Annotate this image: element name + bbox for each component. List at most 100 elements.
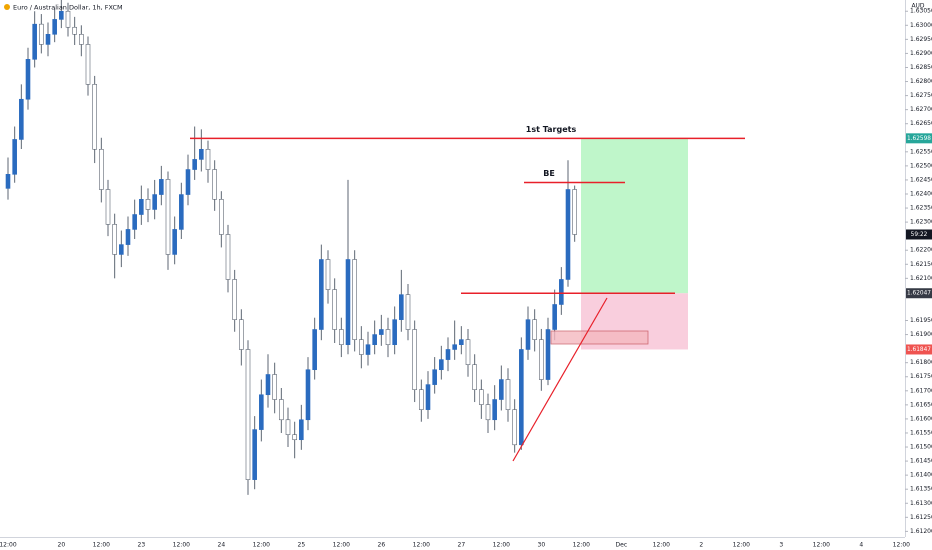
- x-tick-label: 12:00: [413, 542, 430, 549]
- candle-body: [412, 329, 417, 390]
- y-tick-label: 1.61550: [910, 429, 932, 436]
- candle-body: [325, 259, 331, 290]
- candle-body: [165, 179, 171, 255]
- candle-body: [212, 169, 217, 200]
- candle-body: [459, 339, 464, 345]
- candle-body: [452, 344, 457, 350]
- candle-body: [139, 199, 144, 215]
- candle-body: [532, 319, 537, 340]
- chart-title: Euro / Australian Dollar, 1h, FXCM: [13, 4, 123, 12]
- x-tick-label: 26: [378, 542, 386, 549]
- y-tick-label: 1.62300: [910, 219, 932, 226]
- axes: 1.63050 1.63000 1.62950 1.62900 1.62850 1.628…: [0, 8, 932, 549]
- candle-body: [379, 329, 384, 335]
- candle-body: [119, 244, 124, 255]
- candle-body: [312, 329, 317, 371]
- symbol-icon: [4, 4, 10, 10]
- candle-body: [512, 409, 517, 446]
- candle-body: [185, 169, 191, 195]
- candle-body: [225, 234, 231, 280]
- x-tick-label: 4: [859, 542, 863, 549]
- candle-body: [52, 19, 57, 35]
- candle-body: [465, 339, 471, 365]
- candle-body: [45, 34, 51, 45]
- y-tick-label: 1.61750: [910, 373, 932, 380]
- candle-body: [559, 279, 564, 305]
- x-tick-label: 12:00: [93, 542, 110, 549]
- candle-body: [392, 319, 397, 345]
- y-tick-label: 1.61700: [910, 387, 932, 394]
- candle-body: [305, 369, 311, 421]
- y-tick-label: 1.61950: [910, 317, 932, 324]
- candle-body: [232, 279, 237, 320]
- countdown-tag: 59:22: [911, 232, 928, 238]
- target-price-tag-bg: [906, 133, 932, 144]
- candle-body: [405, 294, 411, 330]
- candle-body: [125, 229, 131, 245]
- x-tick-label: 12:00: [653, 542, 670, 549]
- x-tick-label: 12:00: [733, 542, 750, 549]
- candle-body: [299, 419, 304, 441]
- y-tick-label: 1.61800: [910, 359, 932, 366]
- candle-body: [519, 349, 524, 446]
- candle-body: [332, 289, 337, 330]
- candle-body: [352, 259, 357, 340]
- y-tick-label: 1.62800: [910, 78, 932, 85]
- y-tick-label: 1.61600: [910, 415, 932, 422]
- y-tick-label: 1.61400: [910, 472, 932, 479]
- candle-body: [12, 139, 17, 175]
- x-tick-label: 12:00: [0, 542, 17, 549]
- demand-box: [550, 330, 649, 345]
- x-tick-label: 3: [779, 542, 783, 549]
- candle-body: [5, 174, 11, 189]
- candle-body: [552, 304, 557, 330]
- currency-label: AUD: [911, 3, 924, 10]
- candle-body: [105, 189, 111, 225]
- candle-body: [145, 199, 151, 210]
- y-tick-label: 1.62150: [910, 261, 932, 268]
- x-tick-label: 12:00: [573, 542, 590, 549]
- candle-body: [199, 148, 204, 160]
- y-tick-label: 1.62200: [910, 247, 932, 254]
- x-tick-label: 12:00: [893, 542, 910, 549]
- y-tick-label: 1.63000: [910, 22, 932, 29]
- candle-body: [485, 404, 491, 421]
- x-tick-label: 12:00: [253, 542, 270, 549]
- candle-body: [205, 148, 211, 170]
- candle-body: [345, 259, 351, 345]
- candle-body: [445, 349, 451, 360]
- candle-body: [425, 384, 431, 410]
- candle-body: [572, 189, 577, 235]
- candle-body: [385, 329, 391, 345]
- candle-body: [499, 379, 504, 400]
- y-tick-label: 1.62650: [910, 120, 932, 127]
- y-tick-label: 1.62100: [910, 275, 932, 282]
- candle-body: [545, 329, 551, 380]
- y-tick-label: 1.62450: [910, 176, 932, 183]
- x-tick-label: 2: [699, 542, 703, 549]
- x-tick-label: 27: [458, 542, 466, 549]
- candle-body: [25, 59, 31, 100]
- y-tick-label: 1.61650: [910, 401, 932, 408]
- candle-body: [252, 429, 257, 480]
- candle-body: [432, 369, 437, 385]
- candle-body: [239, 319, 244, 350]
- candle-body: [159, 179, 164, 195]
- y-tick-label: 1.63050: [910, 8, 932, 15]
- candle-body: [59, 10, 64, 20]
- x-tick-label: 12:00: [493, 542, 510, 549]
- y-tick-label: 1.62550: [910, 148, 932, 155]
- candle-body: [419, 389, 424, 410]
- candle-body: [292, 434, 297, 441]
- y-tick-label: 1.62700: [910, 106, 932, 113]
- candle-body: [219, 199, 224, 235]
- stop-price-tag: 1.61847: [907, 347, 931, 353]
- y-tick-label: 1.62950: [910, 36, 932, 43]
- x-tick-label: Dec: [616, 542, 628, 549]
- candle-body: [285, 419, 291, 435]
- candle-body: [479, 389, 484, 405]
- entry-price-tag-bg: [906, 288, 932, 299]
- candle-body: [245, 349, 251, 480]
